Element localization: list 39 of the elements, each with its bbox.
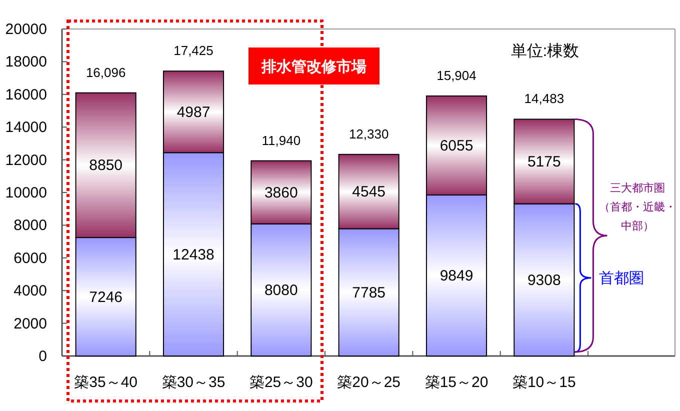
data-label: 9849 bbox=[440, 267, 474, 284]
y-tick-label: 14000 bbox=[5, 119, 47, 136]
x-tick-label: 築10～15 bbox=[512, 374, 576, 391]
y-tick-label: 2000 bbox=[14, 315, 47, 332]
x-tick-label: 築20～25 bbox=[337, 374, 401, 391]
y-tick-label: 6000 bbox=[14, 250, 47, 267]
total-label: 11,940 bbox=[262, 132, 301, 148]
y-tick-label: 8000 bbox=[14, 217, 47, 234]
y-tick-label: 0 bbox=[38, 348, 47, 365]
y-tick-label: 10000 bbox=[5, 184, 47, 202]
series-label: 首都圏 bbox=[599, 270, 644, 287]
data-label: 7785 bbox=[352, 284, 386, 302]
y-tick-label: 20000 bbox=[5, 21, 47, 38]
data-label: 4987 bbox=[176, 104, 210, 121]
data-label: 8080 bbox=[264, 282, 298, 299]
y-tick-label: 16000 bbox=[5, 86, 47, 104]
data-label: 3860 bbox=[264, 184, 298, 202]
data-label: 4545 bbox=[352, 184, 386, 201]
x-tick-label: 築30～35 bbox=[162, 374, 226, 391]
total-label: 16,096 bbox=[86, 64, 126, 80]
x-tick-label: 築35～40 bbox=[74, 374, 138, 391]
total-label: 15,904 bbox=[436, 68, 476, 83]
x-tick-label: 築15～20 bbox=[424, 374, 488, 391]
annotation: 排水管改修市場 bbox=[260, 58, 366, 76]
y-tick-label: 12000 bbox=[5, 152, 47, 169]
data-label: 9308 bbox=[527, 272, 561, 289]
data-label: 8850 bbox=[89, 157, 123, 174]
total-label: 14,483 bbox=[524, 91, 564, 106]
data-label: 12438 bbox=[172, 246, 214, 264]
x-tick-label: 築25～30 bbox=[249, 374, 313, 391]
text: 三大都市圏（首都・近畿・中部） bbox=[599, 182, 676, 233]
data-label: 6055 bbox=[440, 137, 474, 154]
data-label: 7246 bbox=[89, 288, 123, 306]
y-tick-label: 18000 bbox=[5, 54, 47, 71]
y-tick-label: 4000 bbox=[14, 282, 47, 300]
total-label: 12,330 bbox=[348, 126, 389, 142]
annotation: 単位:棟数 bbox=[510, 42, 580, 60]
data-label: 5175 bbox=[527, 154, 561, 171]
total-label: 17,425 bbox=[174, 43, 214, 58]
